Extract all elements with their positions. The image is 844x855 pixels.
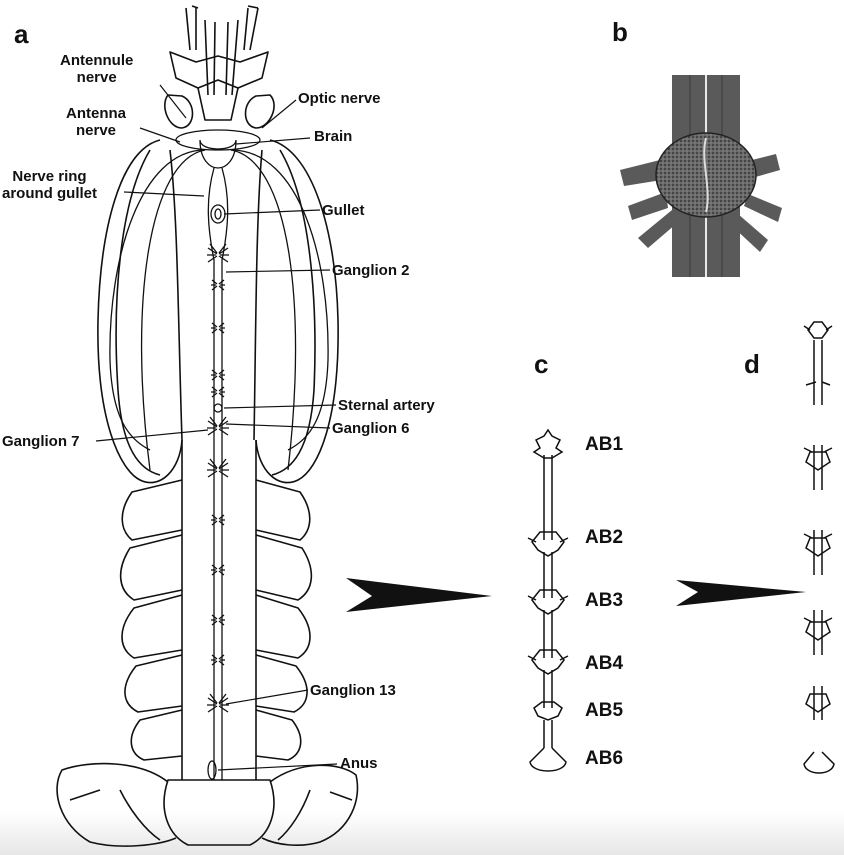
label-brain: Brain — [314, 128, 353, 145]
rostrum — [169, 51, 269, 89]
label-ganglion-2: Ganglion 2 — [332, 262, 410, 279]
label-ganglion-13: Ganglion 13 — [310, 682, 396, 699]
label-ab5: AB5 — [585, 700, 624, 721]
panel-d-segments — [803, 321, 835, 774]
panel-b-brain-closeup — [620, 75, 782, 277]
nerve-branch-left-1 — [620, 160, 662, 186]
ganglion-ab6 — [529, 747, 567, 772]
label-ab2: AB2 — [585, 527, 624, 548]
panel-c-segments — [527, 428, 569, 772]
lateral-nerve-left — [109, 149, 206, 451]
label-ab4: AB4 — [585, 653, 624, 674]
label-anus: Anus — [340, 755, 378, 772]
gullet-shape — [210, 204, 226, 224]
arrow-d — [676, 580, 806, 606]
nerve-branch-right-3 — [732, 214, 768, 252]
crayfish-body — [56, 5, 359, 847]
label-nerve-ring: Nerve ring around gullet — [2, 168, 97, 202]
pleura-right — [255, 479, 313, 761]
antenna-right — [243, 5, 259, 51]
label-ganglion-7: Ganglion 7 — [2, 433, 80, 450]
nerve-branch-left-3 — [638, 210, 676, 248]
eye-right — [244, 94, 275, 129]
label-ab3: AB3 — [585, 590, 624, 611]
chain-c — [543, 455, 553, 748]
brain-ring — [175, 129, 261, 151]
leader-lines — [95, 84, 338, 771]
label-optic-nerve: Optic nerve — [298, 90, 381, 107]
label-ab1: AB1 — [585, 434, 624, 455]
nerve-branch-right-2 — [744, 194, 782, 222]
label-sternal-artery: Sternal artery — [338, 397, 435, 414]
nerve-cord — [109, 129, 329, 780]
antennule-bases — [204, 19, 239, 96]
panel-letter-d: d — [744, 349, 760, 379]
panel-letter-b: b — [612, 17, 628, 47]
anus-shape — [207, 760, 217, 780]
label-gullet: Gullet — [322, 202, 365, 219]
panel-letter-a: a — [14, 19, 29, 49]
ganglion-ab1 — [532, 428, 564, 459]
pleura-left — [119, 479, 183, 761]
carapace-outline — [97, 139, 183, 484]
bottom-shadow — [0, 812, 844, 855]
label-antennule-nerve: Antennule nerve — [60, 52, 134, 86]
panel-letter-c: c — [534, 349, 549, 379]
ganglia-a — [206, 243, 230, 713]
eye-left — [164, 94, 194, 129]
tail-fan — [163, 779, 275, 846]
label-antenna-nerve: Antenna nerve — [66, 105, 126, 139]
arrow-c — [346, 578, 492, 612]
label-ab6: AB6 — [585, 748, 624, 769]
antenna-left — [185, 5, 199, 51]
label-ganglion-6: Ganglion 6 — [332, 420, 410, 437]
brain — [199, 139, 237, 169]
nerve-branch-left-2 — [628, 192, 668, 220]
ganglion-ab2 — [527, 531, 569, 557]
ganglion-ab3 — [527, 589, 569, 615]
ganglion-ab4 — [527, 649, 569, 675]
ganglion-ab5 — [533, 701, 563, 721]
nerve-branch-right-1 — [752, 154, 780, 178]
lateral-nerve-right — [230, 149, 329, 451]
